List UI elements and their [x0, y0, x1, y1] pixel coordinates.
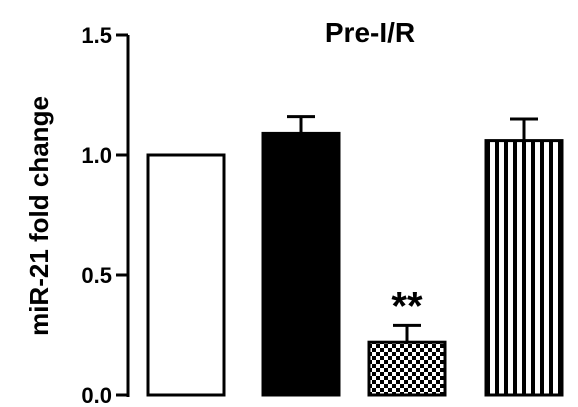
bar-3: [367, 340, 447, 397]
y-axis: 0.0 0.5 1.0 1.5: [81, 23, 130, 407]
bar-2: [261, 131, 341, 397]
bar-4: [484, 139, 564, 397]
chart-title: Pre-I/R: [325, 17, 415, 48]
y-axis-label: miR-21 fold change: [24, 96, 54, 336]
significance-marker: **: [391, 284, 423, 328]
bar-1: [146, 153, 226, 397]
y-tick-label: 0.5: [81, 263, 112, 288]
y-tick-label: 1.5: [81, 23, 112, 48]
bars-group: **: [146, 115, 564, 397]
y-tick-label: 1.0: [81, 143, 112, 168]
y-tick-label: 0.0: [81, 383, 112, 407]
